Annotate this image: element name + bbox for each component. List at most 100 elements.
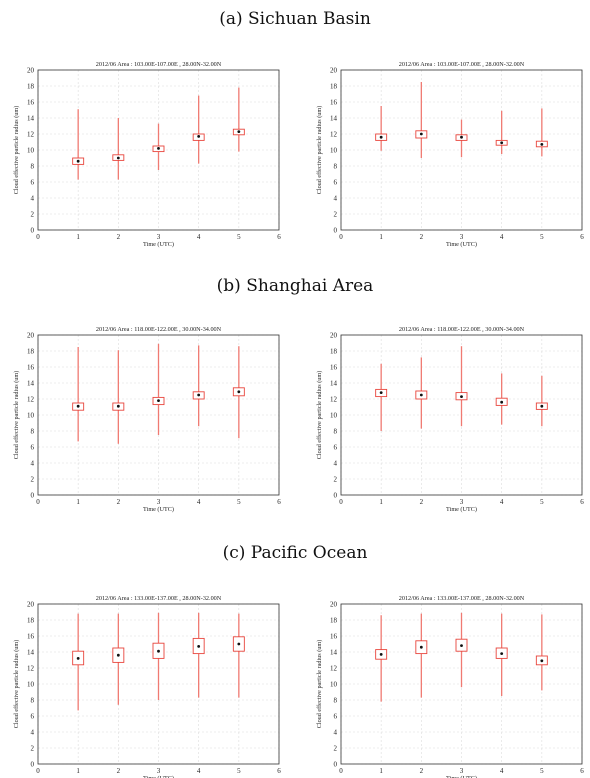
y-tick-label: 18 xyxy=(330,617,338,625)
x-axis-label: Time (UTC) xyxy=(143,775,174,778)
section-title-sichuan: (a) Sichuan Basin xyxy=(219,9,371,29)
x-tick-label: 6 xyxy=(580,498,584,506)
median-marker xyxy=(116,404,120,408)
median-marker xyxy=(237,130,241,134)
y-tick-label: 14 xyxy=(27,115,35,123)
x-tick-label: 2 xyxy=(420,233,424,241)
x-tick-label: 5 xyxy=(237,767,241,775)
y-tick-label: 10 xyxy=(330,147,338,155)
y-tick-label: 14 xyxy=(330,115,338,123)
median-marker xyxy=(76,159,80,163)
y-tick-label: 10 xyxy=(27,681,35,689)
x-axis-label: Time (UTC) xyxy=(143,506,174,513)
y-tick-label: 16 xyxy=(330,633,338,641)
y-tick-label: 4 xyxy=(334,729,338,737)
y-tick-label: 10 xyxy=(27,147,35,155)
median-marker xyxy=(157,649,160,653)
median-marker xyxy=(197,645,201,648)
median-marker xyxy=(500,141,504,145)
median-marker xyxy=(197,393,201,397)
y-tick-label: 20 xyxy=(27,332,35,340)
x-tick-label: 3 xyxy=(460,767,464,775)
y-tick-label: 20 xyxy=(330,332,338,340)
x-tick-label: 3 xyxy=(460,498,464,506)
y-tick-label: 6 xyxy=(334,713,338,721)
y-axis-label: Cloud effective particle radius (um) xyxy=(316,640,323,729)
y-tick-label: 10 xyxy=(27,412,35,420)
x-tick-label: 0 xyxy=(36,498,40,506)
plot-frame xyxy=(37,69,280,231)
y-tick-label: 8 xyxy=(31,163,35,171)
y-tick-label: 6 xyxy=(31,179,35,187)
median-marker xyxy=(157,147,160,150)
median-marker xyxy=(460,135,463,139)
plot-frame xyxy=(340,603,583,765)
plot-frame xyxy=(37,334,280,496)
x-axis-label: Time (UTC) xyxy=(143,241,174,248)
median-marker xyxy=(116,156,120,160)
median-marker xyxy=(237,390,241,394)
median-marker xyxy=(76,657,80,660)
median-marker xyxy=(237,642,241,646)
x-tick-label: 5 xyxy=(540,498,544,506)
x-axis-label: Time (UTC) xyxy=(446,775,477,778)
y-tick-label: 8 xyxy=(334,697,338,705)
x-tick-label: 4 xyxy=(500,767,504,775)
y-tick-label: 16 xyxy=(27,364,35,372)
x-tick-label: 0 xyxy=(339,767,343,775)
median-marker xyxy=(500,400,504,404)
x-tick-label: 3 xyxy=(157,498,161,506)
x-tick-label: 2 xyxy=(420,498,424,506)
y-axis-label: Cloud effective particle radius (um) xyxy=(316,371,323,460)
median-marker xyxy=(419,645,423,649)
y-tick-label: 0 xyxy=(31,492,35,500)
x-tick-label: 1 xyxy=(76,498,80,506)
y-tick-label: 8 xyxy=(31,697,35,705)
y-tick-label: 16 xyxy=(330,364,338,372)
y-tick-label: 18 xyxy=(330,348,338,356)
y-tick-label: 12 xyxy=(27,665,35,673)
median-marker xyxy=(419,132,423,136)
x-tick-label: 5 xyxy=(237,233,241,241)
y-tick-label: 16 xyxy=(27,99,35,107)
median-marker xyxy=(116,653,120,657)
section-title-pacific: (c) Pacific Ocean xyxy=(222,543,368,563)
x-tick-label: 0 xyxy=(339,233,343,241)
y-tick-label: 16 xyxy=(27,633,35,641)
y-tick-label: 2 xyxy=(334,745,338,753)
y-tick-label: 8 xyxy=(334,428,338,436)
y-tick-label: 8 xyxy=(31,428,35,436)
x-tick-label: 0 xyxy=(339,498,343,506)
x-tick-label: 2 xyxy=(117,767,121,775)
median-marker xyxy=(379,135,383,139)
median-marker xyxy=(379,391,383,394)
x-tick-label: 2 xyxy=(420,767,424,775)
y-tick-label: 20 xyxy=(330,601,338,609)
x-axis-label: Time (UTC) xyxy=(446,506,477,513)
y-tick-label: 6 xyxy=(31,713,35,721)
y-tick-label: 16 xyxy=(330,99,338,107)
chart-title: 2012/06 Area : 133.00E-137.00E , 28.00N-… xyxy=(399,595,525,602)
y-tick-label: 18 xyxy=(27,617,35,625)
x-tick-label: 3 xyxy=(157,767,161,775)
y-tick-label: 0 xyxy=(334,492,338,500)
y-tick-label: 20 xyxy=(27,67,35,75)
y-tick-label: 2 xyxy=(31,745,35,753)
median-marker xyxy=(76,404,80,408)
y-tick-label: 0 xyxy=(334,761,338,769)
x-tick-label: 1 xyxy=(379,767,383,775)
y-tick-label: 8 xyxy=(334,163,338,171)
chart-title: 2012/06 Area : 133.00E-137.00E , 28.00N-… xyxy=(96,595,222,602)
y-tick-label: 4 xyxy=(31,460,35,468)
y-tick-label: 18 xyxy=(27,83,35,91)
chart-title: 2012/06 Area : 118.00E-122.00E , 30.00N-… xyxy=(399,326,525,333)
y-tick-label: 10 xyxy=(330,681,338,689)
x-tick-label: 3 xyxy=(157,233,161,241)
y-tick-label: 0 xyxy=(334,227,338,235)
y-tick-label: 14 xyxy=(27,380,35,388)
x-tick-label: 6 xyxy=(580,233,584,241)
x-tick-label: 4 xyxy=(197,498,201,506)
x-tick-label: 2 xyxy=(117,498,121,506)
y-axis-label: Cloud effective particle radius (um) xyxy=(13,106,20,195)
median-marker xyxy=(540,404,544,408)
